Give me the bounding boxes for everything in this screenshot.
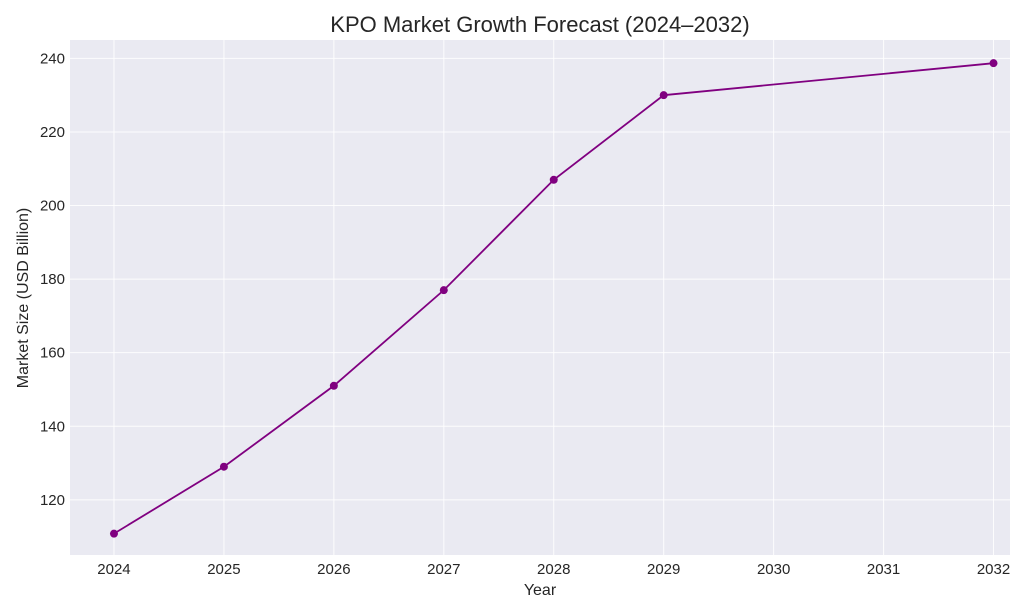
x-tick-label: 2032 (977, 561, 1010, 578)
x-tick-label: 2028 (537, 561, 570, 578)
y-tick-label: 180 (40, 271, 65, 288)
x-tick-label: 2030 (757, 561, 790, 578)
x-tick-label: 2025 (207, 561, 240, 578)
x-tick-label: 2024 (97, 561, 130, 578)
x-tick-label: 2029 (647, 561, 680, 578)
data-point (329, 381, 338, 390)
plot-area (70, 40, 1010, 555)
y-tick-label: 220 (40, 124, 65, 141)
y-axis-ticks: 120 140 160 180 200 220 240 (40, 50, 65, 508)
x-axis-ticks: 2024 2025 2026 2027 2028 2029 2030 2031 2032 (97, 561, 1010, 578)
y-tick-label: 120 (40, 492, 65, 509)
x-axis-label: Year (524, 582, 557, 599)
data-point (549, 175, 558, 184)
y-tick-label: 240 (40, 50, 65, 67)
data-point (439, 286, 448, 295)
x-tick-label: 2026 (317, 561, 350, 578)
data-point (989, 59, 998, 68)
grid (70, 40, 1010, 555)
y-tick-label: 140 (40, 418, 65, 435)
data-point (659, 91, 668, 100)
y-tick-label: 160 (40, 345, 65, 362)
chart-title: KPO Market Growth Forecast (2024–2032) (330, 12, 749, 37)
data-point (109, 529, 118, 538)
series-layer (109, 59, 998, 538)
x-tick-label: 2027 (427, 561, 460, 578)
x-tick-label: 2031 (867, 561, 900, 578)
y-axis-label: Market Size (USD Billion) (15, 208, 32, 388)
y-tick-label: 200 (40, 198, 65, 215)
data-point (219, 462, 228, 471)
